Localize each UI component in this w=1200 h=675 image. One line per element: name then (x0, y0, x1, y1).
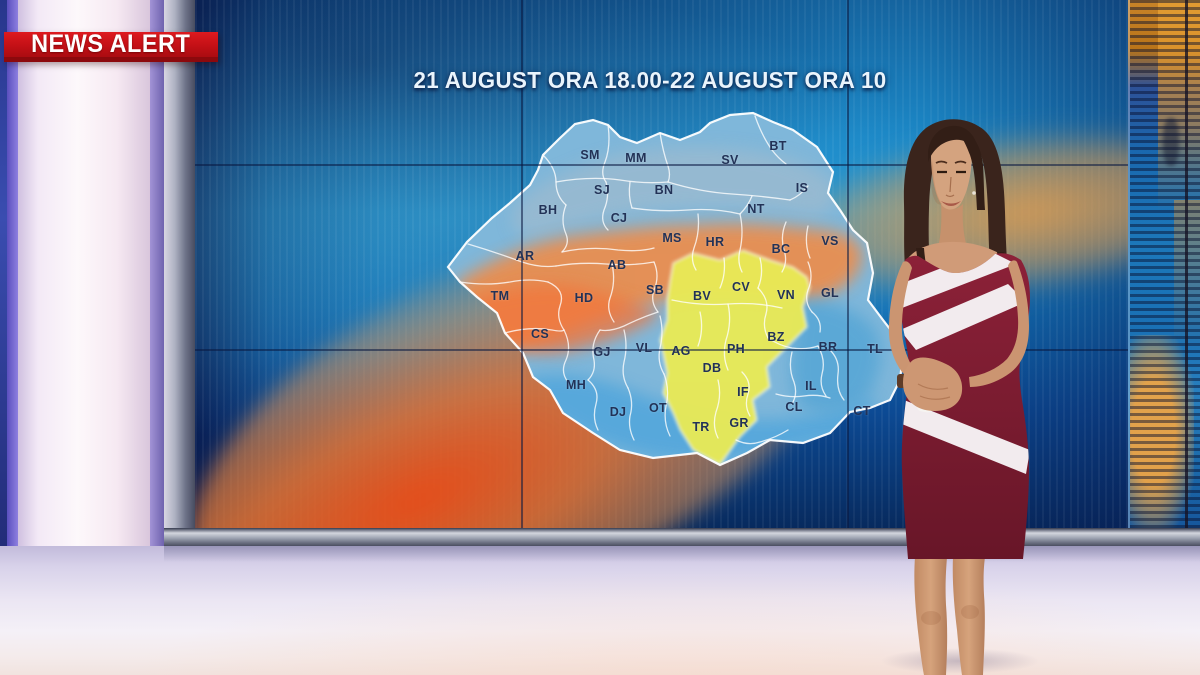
studio-floor (0, 546, 1200, 675)
panel-seam-horizontal-1 (195, 164, 1128, 166)
studio-light-pillar (18, 0, 150, 546)
europe-map-panel (1128, 0, 1200, 546)
videowall-bottom-bezel (164, 528, 1200, 546)
studio-violet-strip (7, 0, 18, 546)
europe-panel-divider (1185, 0, 1188, 546)
panel-seam-vertical-2 (847, 0, 849, 528)
news-alert-label: NEWS ALERT (31, 30, 191, 58)
panel-seam-horizontal-2 (195, 349, 1128, 351)
map-title: 21 AUGUST ORA 18.00-22 AUGUST ORA 10 (413, 67, 887, 93)
studio-violet-strip-2 (150, 0, 164, 546)
europe-panel-scanlines (1130, 0, 1200, 546)
studio-left-edge (0, 0, 7, 546)
news-alert-banner: NEWS ALERT (4, 30, 218, 62)
panel-seam-vertical-1 (521, 0, 523, 528)
presenter-floor-shadow (880, 648, 1040, 674)
floor-reflection (164, 546, 1200, 562)
videowall-left-frame (164, 0, 195, 546)
